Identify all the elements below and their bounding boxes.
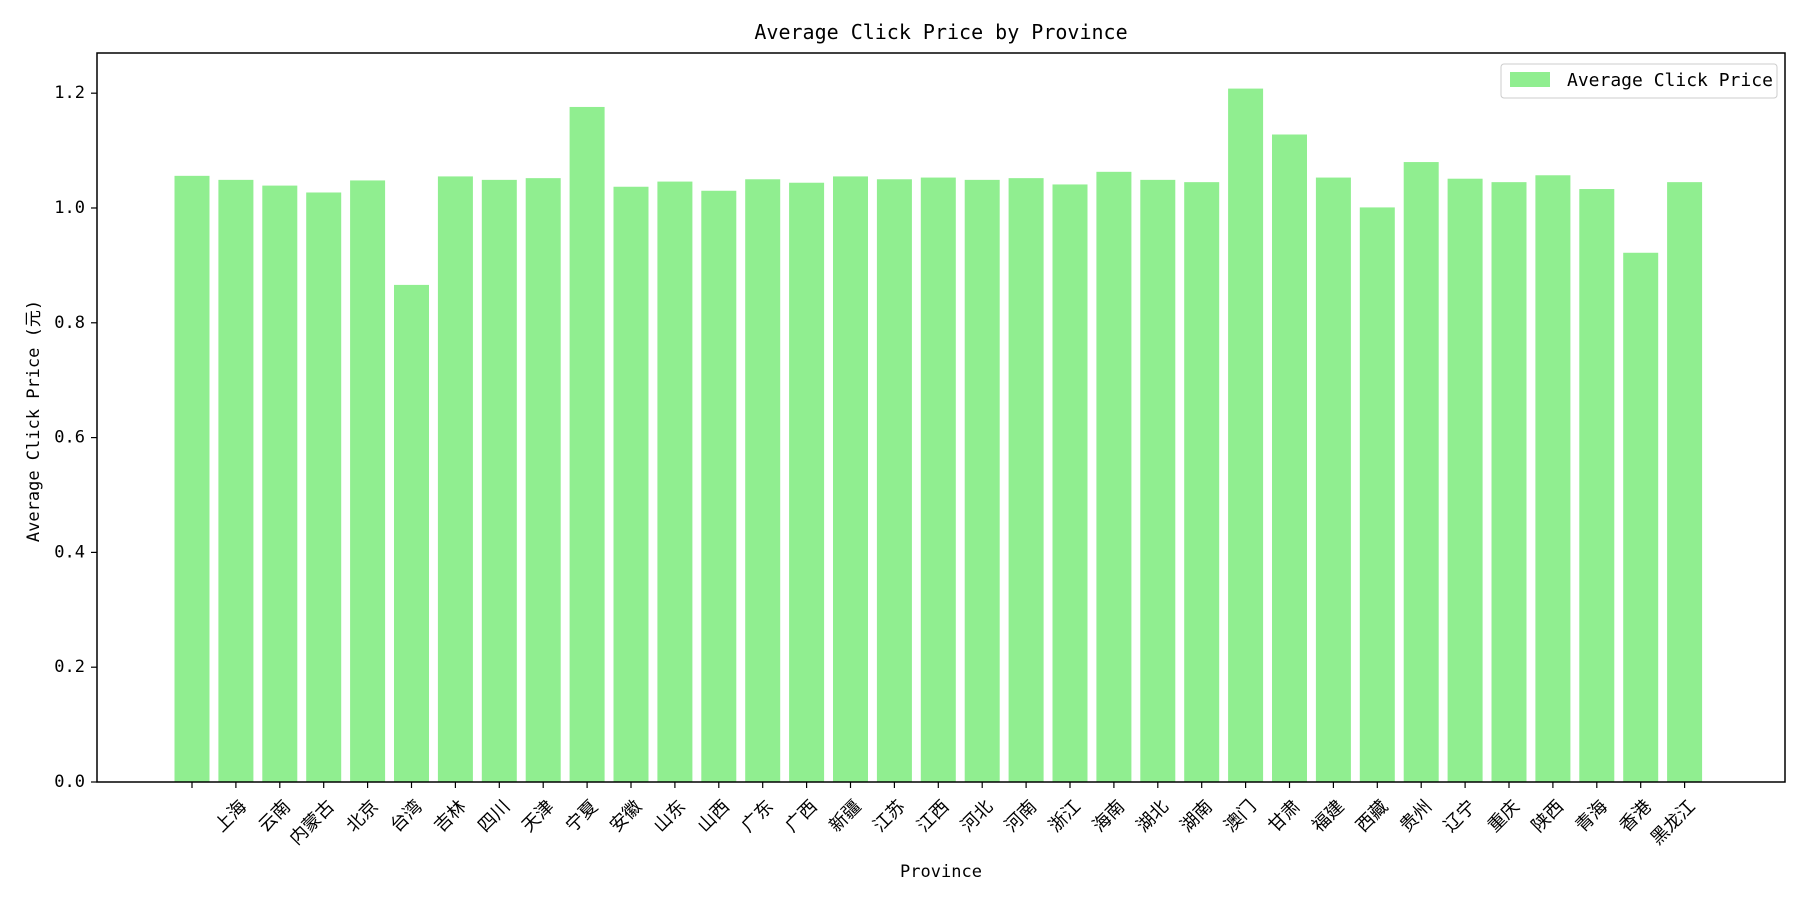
bar [701, 190, 737, 782]
bar [1403, 162, 1439, 782]
bar [1272, 134, 1307, 782]
bar [745, 179, 781, 782]
bar [876, 179, 912, 782]
y-tick-label: 1.2 [54, 83, 85, 103]
legend: Average Click Price [1500, 63, 1778, 99]
bar [394, 284, 429, 782]
bar [306, 192, 342, 783]
bar [1228, 88, 1264, 783]
legend-box [1500, 63, 1778, 99]
bar [569, 106, 605, 782]
y-tick-label: 0.6 [54, 428, 85, 448]
bar [613, 186, 649, 782]
y-tick-label: 0.4 [54, 542, 85, 562]
bar [1052, 184, 1088, 782]
bar [1667, 182, 1703, 782]
bar [833, 176, 868, 782]
bar [1315, 177, 1351, 782]
bar [525, 178, 561, 782]
bar [174, 175, 210, 783]
bar [789, 182, 825, 783]
bar [1184, 182, 1220, 782]
bar [437, 176, 473, 782]
bar [1579, 189, 1615, 783]
legend-label: Average Click Price [1567, 70, 1773, 91]
plot-frame [96, 52, 1786, 783]
bar [1623, 252, 1659, 782]
bar [1447, 178, 1483, 782]
bar [350, 180, 386, 782]
y-tick-label: 0.8 [54, 313, 85, 333]
y-tick-label: 1.0 [54, 198, 85, 218]
chart-title: Average Click Price by Province [754, 20, 1127, 44]
bar [1096, 171, 1132, 782]
y-tick-label: 0.2 [54, 657, 85, 677]
bar [1140, 179, 1176, 783]
bar [920, 177, 956, 782]
bar [218, 179, 254, 783]
bar [1491, 182, 1527, 782]
bar [262, 185, 298, 783]
x-axis-label: Province [900, 862, 982, 882]
bars-layer [174, 88, 1703, 783]
bar [657, 181, 693, 782]
y-tick-label: 0.0 [54, 772, 85, 792]
bar [1008, 178, 1044, 782]
bar [1359, 207, 1395, 782]
bar [481, 179, 517, 783]
y-axis-label: Average Click Price (元) [24, 300, 44, 542]
y-axis-ticks: 0.0 0.2 0.4 0.6 0.8 1.0 1.2 [54, 83, 97, 792]
legend-swatch [1510, 72, 1550, 87]
bar [964, 179, 1000, 783]
bar [1535, 175, 1571, 782]
